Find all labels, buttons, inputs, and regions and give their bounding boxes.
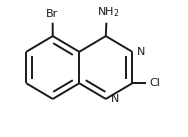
Text: Br: Br [46, 9, 58, 19]
Text: NH$_2$: NH$_2$ [97, 6, 120, 19]
Text: N: N [137, 47, 146, 57]
Text: N: N [111, 94, 119, 104]
Text: Cl: Cl [149, 78, 160, 88]
